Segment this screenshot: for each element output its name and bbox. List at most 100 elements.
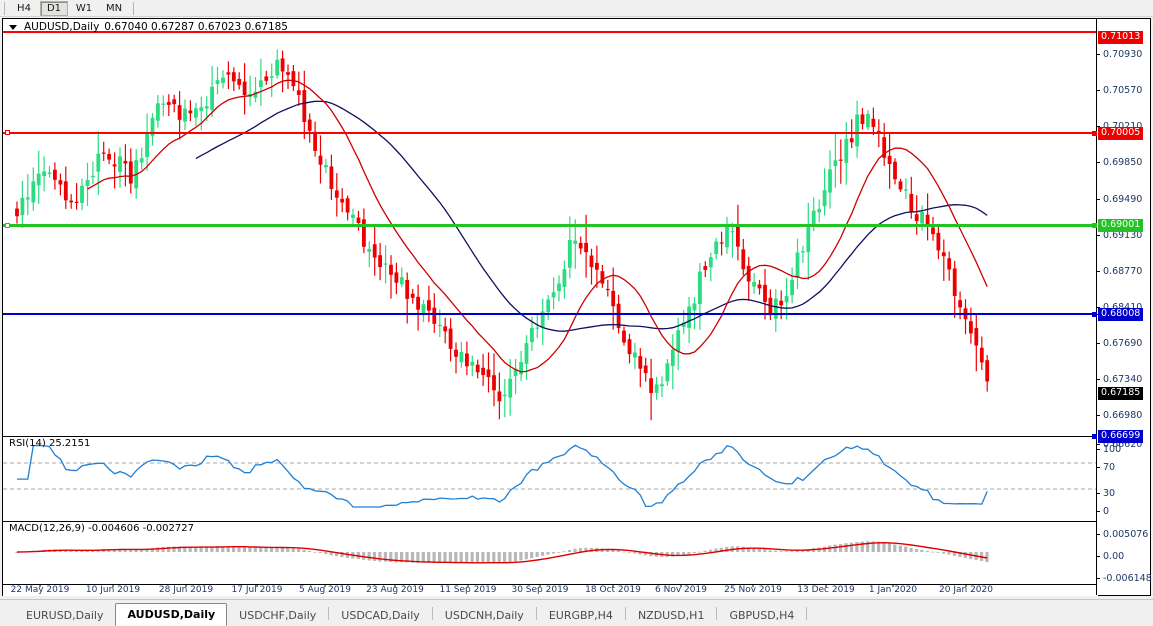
candle-body [351, 214, 355, 218]
timeframe-w1[interactable]: W1 [75, 2, 93, 14]
date-tick-mark [825, 585, 827, 587]
macd-histogram-bar [611, 549, 615, 552]
price-flag-support-green[interactable]: 0.69001 [1098, 219, 1144, 232]
candle-body [649, 378, 653, 393]
symbol-tab-gbpusd[interactable]: GBPUSD,H4 [729, 609, 795, 622]
macd-histogram-bar [123, 549, 127, 552]
date-axis-label: 6 Nov 2019 [655, 585, 707, 595]
price-flag-resistance[interactable]: 0.70005 [1098, 127, 1144, 140]
candle-body [302, 90, 307, 122]
symbol-tab-eurusd[interactable]: EURUSD,Daily [26, 609, 104, 622]
macd-histogram-bar [280, 547, 284, 552]
macd-histogram-bar [486, 552, 490, 563]
macd-histogram-bar [513, 552, 517, 562]
symbol-tab-usdchf[interactable]: USDCHF,Daily [239, 609, 317, 622]
rsi-label: RSI(14) 25.2151 [9, 438, 91, 449]
macd-histogram-bar [64, 549, 68, 552]
macd-histogram-bar [860, 541, 864, 552]
candle-body [947, 258, 952, 270]
candle-body [524, 343, 529, 364]
price-pane[interactable]: AUDUSD,Daily 0.67040 0.67287 0.67023 0.6… [3, 19, 1098, 435]
macd-histogram-bar [606, 548, 610, 552]
candle-body [296, 90, 301, 95]
rsi-pane[interactable]: RSI(14) 25.2151 [3, 436, 1098, 520]
macd-histogram-bar [562, 551, 566, 553]
candle-body [481, 367, 485, 375]
price-axis-tick: 0.66980 [1097, 411, 1142, 421]
macd-histogram-bar [297, 548, 301, 552]
macd-histogram-bar [264, 547, 268, 552]
macd-histogram-bar [714, 548, 718, 552]
macd-histogram-bar [394, 552, 398, 563]
macd-histogram-bar [768, 550, 772, 552]
symbol-tab-usdcnh[interactable]: USDCNH,Daily [444, 609, 524, 622]
macd-histogram-bar [459, 552, 463, 563]
symbol-tabbar: EURUSD,Daily AUDUSD,Daily USDCHF,Daily USDC… [0, 599, 1153, 626]
level-line-support[interactable] [3, 223, 1098, 228]
date-tick-mark [112, 585, 114, 587]
macd-histogram-bar [535, 552, 539, 557]
candle-body [806, 225, 811, 253]
price-axis[interactable]: 0.70930 0.70570 0.70210 0.69850 0.69490 0.691… [1092, 19, 1152, 595]
rsi-series [3, 444, 1098, 508]
macd-histogram-bar [947, 552, 951, 555]
symbol-tab-nzdusd[interactable]: NZDUSD,H1 [637, 609, 705, 622]
timeframe-mn[interactable]: MN [105, 2, 123, 14]
price-flag-level-blue[interactable]: 0.66699 [1098, 430, 1144, 443]
macd-histogram-bar [882, 542, 886, 552]
level-line-blue-upper[interactable] [3, 313, 1098, 315]
price-axis-tick: 0.67340 [1097, 375, 1142, 385]
timeframe-h4[interactable]: H4 [17, 2, 31, 14]
candle-body [237, 78, 242, 85]
macd-histogram-bar [909, 547, 913, 552]
price-axis-tick: 0.70210 [1097, 122, 1142, 132]
macd-histogram-bar [568, 549, 572, 552]
moving-average-fast [87, 79, 988, 373]
price-flag-level-blue[interactable]: 0.68008 [1098, 308, 1144, 321]
macd-histogram-bar [784, 551, 788, 553]
symbol-tab-eurgbp[interactable]: EURGBP,H4 [548, 609, 613, 622]
candle-body [475, 364, 480, 373]
macd-histogram-bar [839, 544, 843, 552]
price-flag-marker [1092, 223, 1097, 228]
candle-body [410, 293, 415, 298]
level-line-top-scale[interactable] [3, 31, 1098, 33]
symbol-tab-audusd[interactable]: AUDUSD,Daily [115, 603, 228, 626]
macd-histogram-bar [307, 550, 312, 552]
chart-frame: AUDUSD,Daily 0.67040 0.67287 0.67023 0.6… [2, 18, 1152, 596]
price-flag-top-scale[interactable]: 0.71013 [1098, 31, 1144, 44]
macd-pane[interactable]: MACD(12,26,9) -0.004606 -0.002727 [3, 521, 1098, 583]
timeframe-d1[interactable]: D1 [40, 0, 68, 16]
price-flag-last-price[interactable]: 0.67185 [1098, 387, 1144, 400]
macd-histogram-bar [188, 546, 192, 552]
macd-histogram-bar [887, 543, 891, 552]
macd-histogram-bar [584, 547, 588, 552]
candle-body [210, 86, 214, 110]
triangle-down-icon[interactable] [9, 24, 17, 30]
macd-histogram-bar [649, 552, 653, 557]
symbol-tab-usdcad[interactable]: USDCAD,Daily [341, 609, 420, 622]
date-axis: 22 May 2019 10 Jun 2019 28 Jun 2019 17 Jul … [3, 584, 1098, 596]
level-line-resistance[interactable] [3, 130, 1098, 135]
macd-histogram-bar [985, 552, 989, 563]
candle-body [280, 58, 285, 72]
candle-body [204, 106, 209, 109]
level-anchor-resistance[interactable] [5, 130, 10, 135]
macd-histogram-bar [405, 552, 409, 563]
macd-axis-tick: 0.005076 [1097, 530, 1148, 540]
candle-body [399, 277, 404, 285]
price-axis-tick: 0.69490 [1097, 195, 1142, 205]
level-anchor-support[interactable] [5, 223, 10, 228]
date-tick-mark [324, 585, 326, 587]
candle-body [752, 281, 756, 287]
candle-body [145, 133, 149, 157]
macd-histogram-bar [15, 552, 19, 553]
macd-histogram-bar [904, 546, 908, 552]
rsi-axis-tick: 70 [1097, 463, 1115, 473]
candle-body [741, 249, 746, 270]
macd-histogram-bar [470, 552, 474, 563]
macd-histogram-bar [335, 552, 339, 557]
candle-body [670, 349, 675, 366]
candle-body [112, 164, 117, 167]
